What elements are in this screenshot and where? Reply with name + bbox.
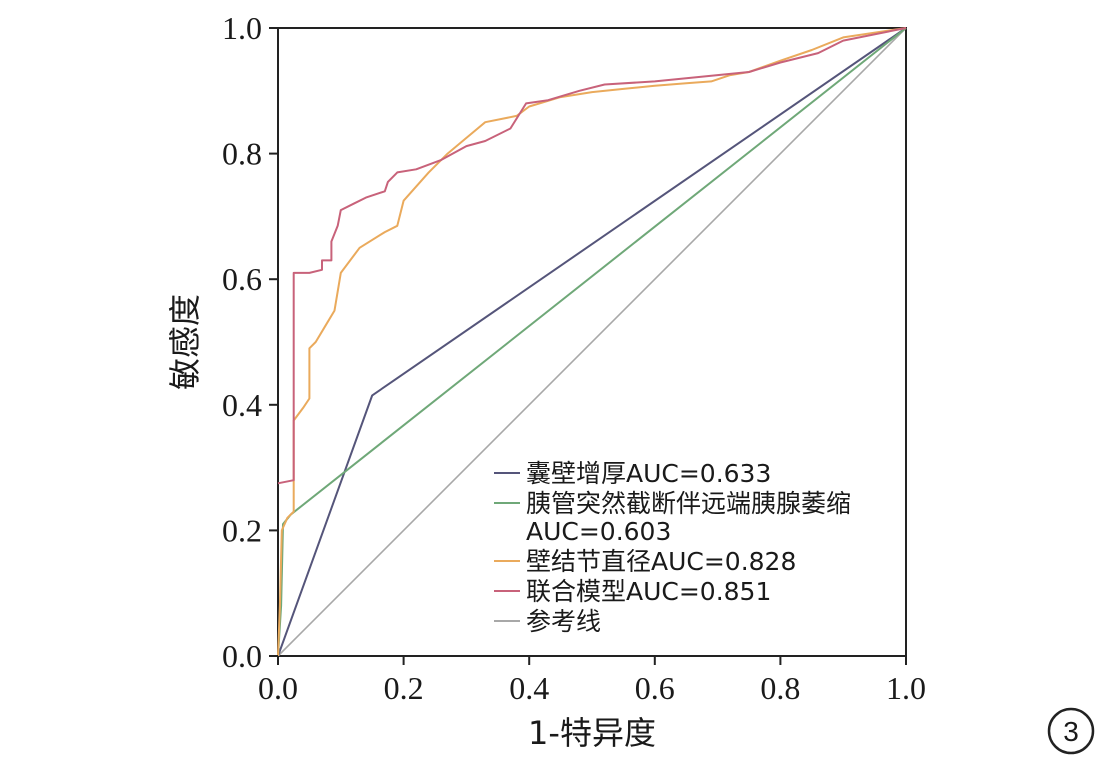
legend-label-2: 胰管突然截断伴远端胰腺萎缩: [526, 489, 851, 518]
figure-number-text: 3: [1063, 716, 1079, 747]
x-tick-label: 0.6: [635, 670, 675, 706]
series-line-5: [277, 27, 907, 657]
y-tick-label: 1.0: [222, 10, 262, 46]
legend-label-1: 囊壁增厚AUC=0.633: [526, 459, 771, 488]
x-axis-ticks: 0.0 0.2 0.4 0.6 0.8 1.0: [258, 656, 926, 706]
y-tick-label: 0.8: [222, 136, 262, 172]
x-tick-label: 0.8: [760, 670, 800, 706]
figure-number-badge: [1047, 707, 1095, 755]
y-tick-label: 0.2: [222, 512, 262, 548]
legend-label-2: AUC=0.603: [526, 517, 671, 546]
legend: 囊壁增厚AUC=0.633胰管突然截断伴远端胰腺萎缩AUC=0.603壁结节直径…: [494, 459, 851, 636]
x-tick-label: 0.4: [509, 670, 549, 706]
x-tick-label: 0.0: [258, 670, 298, 706]
legend-label-3: 壁结节直径AUC=0.828: [526, 547, 796, 576]
y-tick-label: 0.4: [222, 387, 262, 423]
x-tick-label: 0.2: [384, 670, 424, 706]
y-axis-ticks: 0.0 0.2 0.4 0.6 0.8 1.0: [222, 10, 278, 674]
series-line-4: [277, 27, 907, 485]
plot-frame: [277, 27, 907, 657]
x-axis-label: 1-特异度: [528, 714, 656, 752]
y-tick-label: 0.6: [222, 261, 262, 297]
series-line-1: [277, 27, 907, 657]
y-axis-label: 敏感度: [166, 294, 204, 390]
legend-label-4: 联合模型AUC=0.851: [526, 577, 771, 606]
y-tick-label: 0.0: [222, 638, 262, 674]
series-lines: [277, 27, 907, 657]
x-tick-label: 1.0: [886, 670, 926, 706]
legend-label-5: 参考线: [526, 607, 601, 636]
series-line-3: [277, 27, 907, 657]
